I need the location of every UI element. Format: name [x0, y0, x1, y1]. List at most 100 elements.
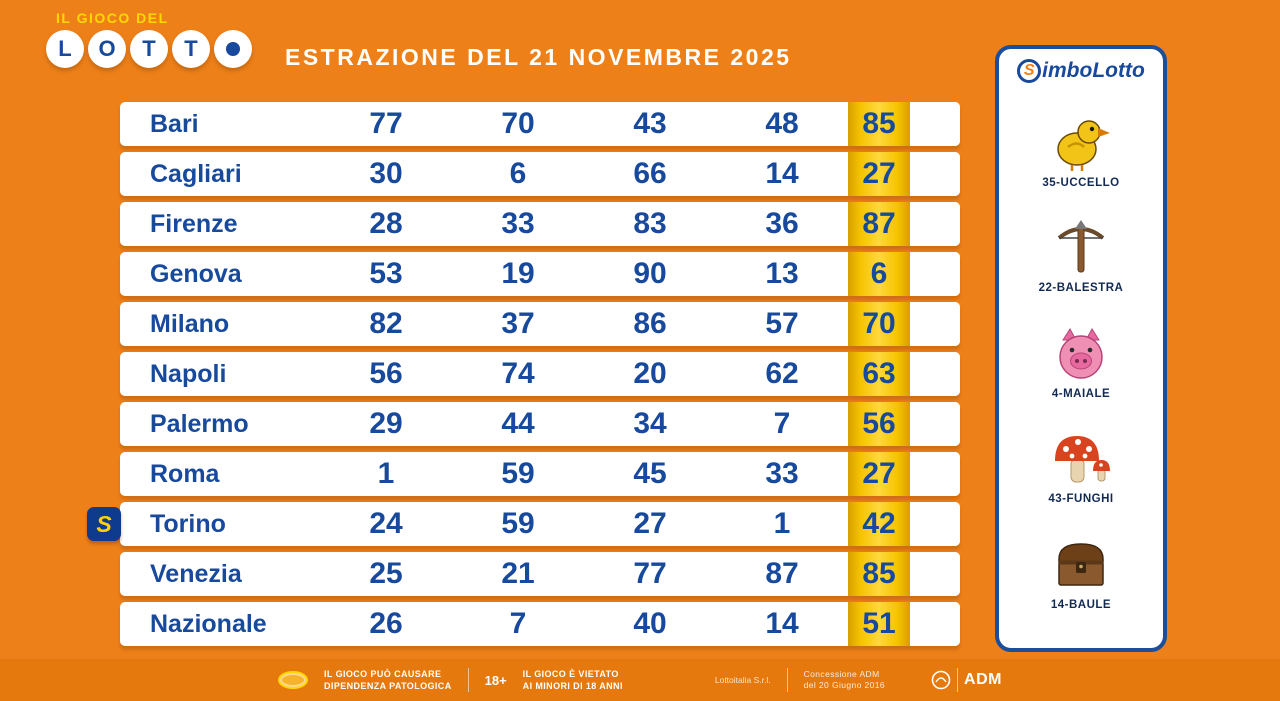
row-tail: [910, 302, 960, 346]
row-venezia: Venezia 25 21 77 87 85: [120, 552, 960, 596]
logo-tagline: IL GIOCO DEL: [56, 10, 169, 26]
footer-divider: [957, 668, 959, 692]
row-tail: [910, 452, 960, 496]
number-cell: 43: [633, 107, 667, 140]
row-roma: Roma 1 59 45 33 27: [120, 452, 960, 496]
number-cell: 25: [369, 557, 403, 590]
number-cell: 34: [633, 407, 667, 440]
number-cell: 44: [501, 407, 535, 440]
number-cell: 33: [765, 457, 799, 490]
special-number-cell: 85: [848, 102, 910, 146]
special-number-cell: 63: [848, 352, 910, 396]
lotto-logo: IL GIOCO DEL L O T T: [46, 10, 252, 68]
logo-letter-l: L: [46, 30, 84, 68]
number-cell: 90: [633, 257, 667, 290]
logo-letter-t2: T: [172, 30, 210, 68]
number-cell: 13: [765, 257, 799, 290]
city-name: Roma: [150, 459, 220, 488]
symbol-balestra: 22-BALESTRA: [1039, 218, 1124, 294]
row-tail: [910, 502, 960, 546]
footer-divider: [786, 668, 788, 692]
number-cell: 62: [765, 357, 799, 390]
simbolotto-panel: S imboLotto 35-UCCELLO: [995, 45, 1167, 652]
row-tail: [910, 402, 960, 446]
number-cell: 74: [501, 357, 535, 390]
gambling-warning-left: IL GIOCO PUÒ CAUSARE DIPENDENZA PATOLOGI…: [324, 668, 452, 691]
number-cell: 77: [633, 557, 667, 590]
adm-emblem-icon: [931, 670, 951, 690]
number-cell: 45: [633, 457, 667, 490]
simbolotto-title: S imboLotto: [1017, 59, 1145, 83]
row-genova: Genova 53 19 90 13 6: [120, 252, 960, 296]
row-cagliari: Cagliari 30 6 66 14 27: [120, 152, 960, 196]
city-name: Napoli: [150, 359, 227, 388]
row-torino: S Torino 24 59 27 1 42: [87, 502, 960, 546]
symbol-maiale: 4-MAIALE: [1051, 324, 1111, 400]
special-number-cell: 70: [848, 302, 910, 346]
gambling-warning-right: IL GIOCO È VIETATO AI MINORI DI 18 ANNI: [522, 668, 623, 691]
special-number-cell: 56: [848, 402, 910, 446]
number-cell: 37: [501, 307, 535, 340]
logo-swirl-o-icon: [214, 30, 252, 68]
simbolotto-title-text: imboLotto: [1042, 59, 1145, 82]
simbolotto-wheel-badge: S: [87, 507, 121, 541]
symbol-uccello: 35-UCCELLO: [1042, 113, 1119, 189]
number-cell: 6: [509, 157, 527, 190]
mushroom-icon: [1054, 436, 1110, 483]
city-name: Nazionale: [150, 609, 267, 638]
row-tail: [910, 552, 960, 596]
row-bari: Bari 77 70 43 48 85: [120, 102, 960, 146]
page-title: ESTRAZIONE DEL 21 NOVEMBRE 2025: [285, 44, 792, 70]
special-number-cell: 6: [848, 252, 910, 296]
city-name: Milano: [150, 309, 230, 338]
number-cell: 57: [765, 307, 799, 340]
city-name: Torino: [150, 509, 226, 538]
number-cell: 56: [369, 357, 403, 390]
number-cell: 28: [369, 207, 403, 240]
number-cell: 86: [633, 307, 667, 340]
number-cell: 87: [765, 557, 799, 590]
city-name: Palermo: [150, 409, 249, 438]
number-cell: 14: [765, 607, 799, 640]
row-tail: [910, 252, 960, 296]
number-cell: 24: [369, 507, 403, 540]
city-name: Venezia: [150, 559, 242, 588]
row-napoli: Napoli 56 74 20 62 63: [120, 352, 960, 396]
pig-icon: [1059, 327, 1103, 379]
number-cell: 26: [369, 607, 403, 640]
number-cell: 21: [501, 557, 535, 590]
chest-icon: [1058, 542, 1104, 586]
number-cell: 48: [765, 107, 799, 140]
special-number-cell: 85: [848, 552, 910, 596]
footer-divider: [467, 668, 469, 692]
crossbow-icon: [1057, 220, 1105, 273]
row-palermo: Palermo 29 44 34 7 56: [120, 402, 960, 446]
logo-letter-circles: L O T T: [46, 30, 252, 68]
simbolotto-s-icon: S: [1017, 59, 1042, 83]
special-number-cell: 42: [848, 502, 910, 546]
city-name: Firenze: [150, 209, 238, 238]
logo-letter-t1: T: [130, 30, 168, 68]
age-18-badge: 18+: [484, 672, 507, 688]
number-cell: 30: [369, 157, 403, 190]
bird-icon: [1057, 119, 1110, 171]
company-name: Lottoitalia S.r.l.: [714, 675, 771, 685]
number-cell: 59: [501, 457, 535, 490]
simbolotto-symbols-list: 35-UCCELLO 22-BALESTRA: [1005, 83, 1157, 640]
row-tail: [910, 202, 960, 246]
symbol-baule: 14-BAULE: [1051, 535, 1111, 611]
adm-label: ADM: [964, 671, 1002, 688]
row-nazionale: Nazionale 26 7 40 14 51: [120, 602, 960, 646]
number-cell: 40: [633, 607, 667, 640]
number-cell: 66: [633, 157, 667, 190]
footer-bar: IL GIOCO PUÒ CAUSARE DIPENDENZA PATOLOGI…: [0, 659, 1280, 701]
special-number-cell: 27: [848, 152, 910, 196]
city-name: Cagliari: [150, 159, 242, 188]
row-tail: [910, 152, 960, 196]
symbol-label: 35-UCCELLO: [1042, 176, 1120, 189]
row-milano: Milano 82 37 86 57 70: [120, 302, 960, 346]
adm-logo-group: ADM: [931, 668, 1002, 692]
number-cell: 27: [633, 507, 667, 540]
symbol-funghi: 43-FUNGHI: [1048, 429, 1113, 505]
